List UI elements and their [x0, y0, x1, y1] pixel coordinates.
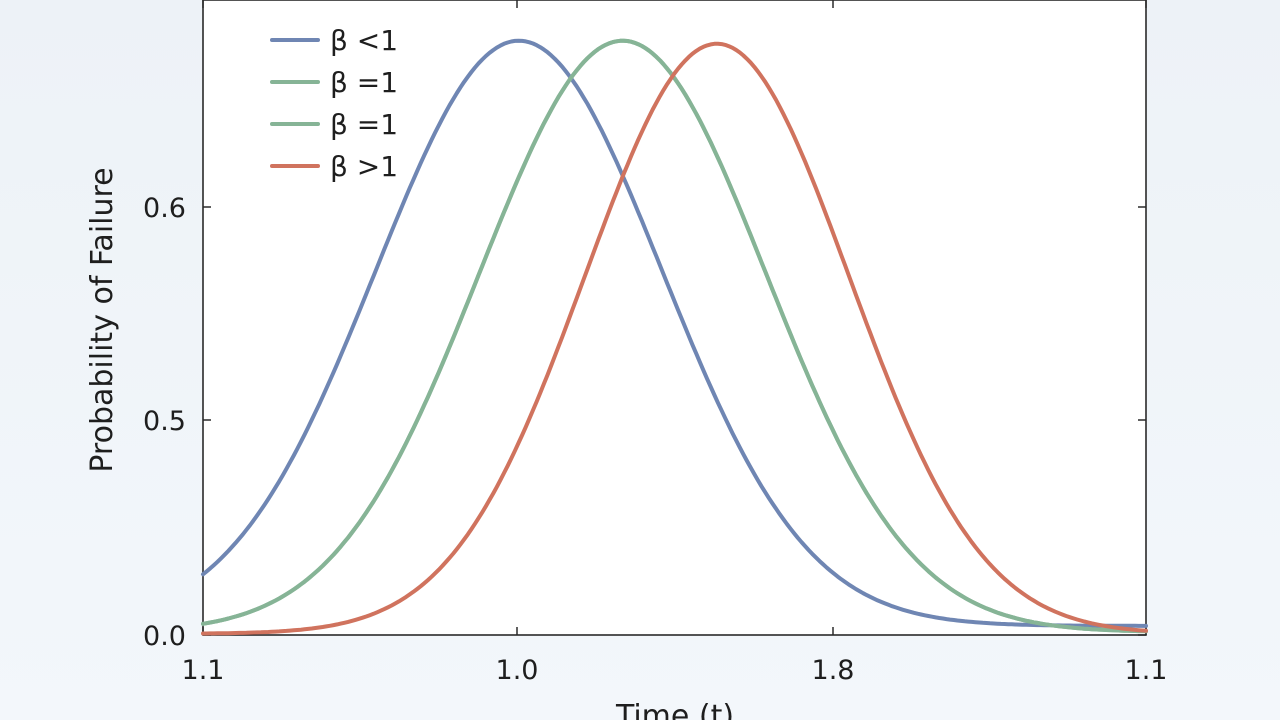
- x-tick-label: 1.0: [496, 655, 539, 686]
- y-tick-label: 0.0: [143, 621, 186, 652]
- y-axis: 0.0 0.5 0.6: [143, 193, 1146, 652]
- legend-label: β >1: [330, 150, 398, 183]
- x-axis-title: Time (t): [615, 699, 734, 720]
- x-tick-label: 1.1: [1125, 655, 1168, 686]
- y-tick-label: 0.6: [143, 193, 186, 224]
- series-line-2: [201, 38, 1148, 634]
- legend: β <1 β =1 β =1 β >1: [270, 24, 398, 183]
- legend-label: β =1: [330, 66, 398, 99]
- plot-area: [202, 0, 1147, 636]
- y-axis-title: Probability of Failure: [85, 167, 120, 472]
- legend-label: β =1: [330, 108, 398, 141]
- y-tick-label: 0.5: [143, 406, 186, 437]
- series-line-0: [201, 38, 1148, 628]
- x-tick-label: 1.1: [182, 655, 225, 686]
- x-axis: 1.1 1.0 1.8 1.1: [182, 0, 1168, 686]
- x-tick-label: 1.8: [812, 655, 855, 686]
- series-layer: [201, 38, 1148, 636]
- legend-label: β <1: [330, 24, 398, 57]
- series-line-3: [201, 41, 1148, 636]
